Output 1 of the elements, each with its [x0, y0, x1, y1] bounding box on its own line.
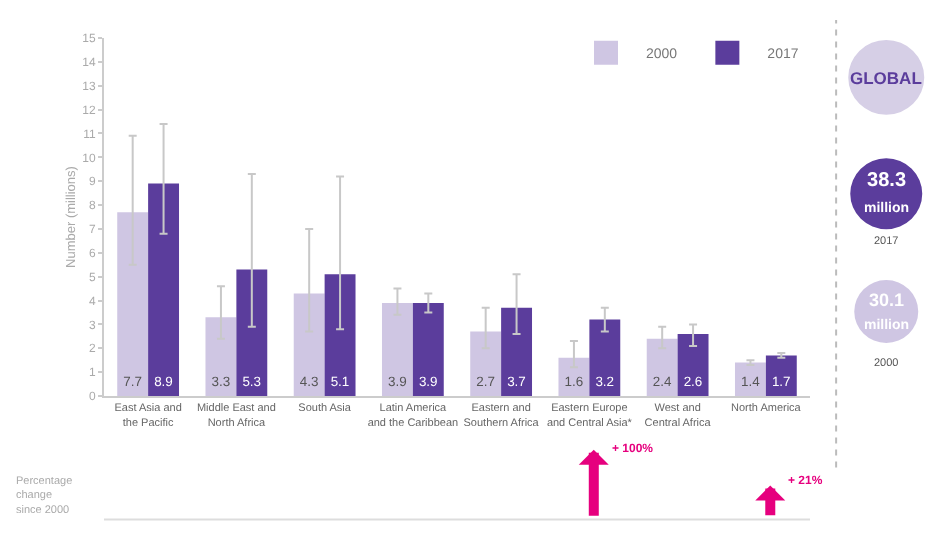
text: GLOBAL — [850, 68, 922, 88]
